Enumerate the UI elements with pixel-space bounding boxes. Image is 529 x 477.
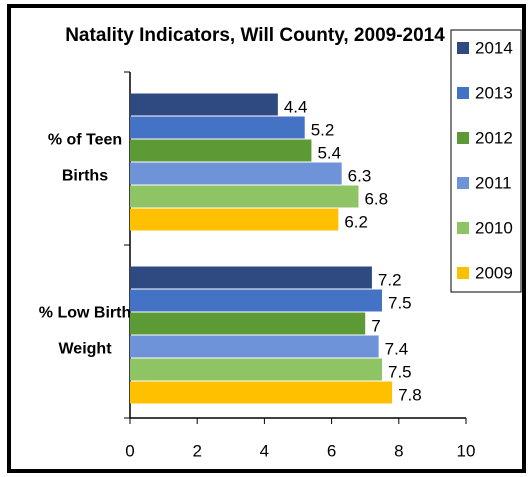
bar — [130, 266, 372, 289]
category-label: % of Teen Births — [48, 132, 122, 185]
data-label: 4.4 — [284, 97, 308, 116]
x-tick-label: 4 — [260, 441, 269, 460]
bar — [130, 381, 393, 404]
bar — [130, 335, 379, 358]
category-label-line: % Low Birth — [39, 305, 131, 322]
legend-label: 2012 — [475, 128, 513, 147]
data-label: 7.2 — [378, 270, 402, 289]
x-tick-label: 8 — [394, 441, 403, 460]
data-label: 7.8 — [398, 385, 422, 404]
legend-label: 2013 — [475, 83, 513, 102]
data-label: 7.5 — [388, 293, 412, 312]
legend-box — [450, 29, 522, 293]
bar — [130, 185, 359, 208]
legend-swatch — [457, 132, 469, 144]
legend-label: 2011 — [475, 173, 512, 192]
x-tick-label: 0 — [125, 441, 134, 460]
x-tick-label: 2 — [192, 441, 201, 460]
bar — [130, 139, 312, 162]
category-label-line: Births — [62, 168, 108, 185]
bar — [130, 358, 382, 381]
data-label: 7.5 — [388, 362, 412, 381]
bar — [130, 312, 366, 335]
data-label: 6.8 — [364, 189, 388, 208]
legend-swatch — [457, 222, 469, 234]
category-label: % Low Birth Weight — [39, 305, 131, 358]
bar — [130, 208, 339, 231]
bar — [130, 116, 305, 139]
category-label-line: % of Teen — [48, 132, 122, 149]
legend-swatch — [457, 177, 469, 189]
x-tick-label: 10 — [457, 441, 476, 460]
bar — [130, 93, 278, 116]
data-label: 6.3 — [348, 166, 372, 185]
legend-label: 2010 — [475, 218, 513, 237]
legend-label: 2014 — [475, 38, 513, 57]
category-label-line: Weight — [58, 341, 112, 358]
data-label: 5.2 — [311, 120, 335, 139]
bar — [130, 289, 382, 312]
x-tick-label: 6 — [327, 441, 336, 460]
legend-swatch — [457, 87, 469, 99]
legend-label: 2009 — [475, 263, 513, 282]
data-label: 6.2 — [344, 212, 368, 231]
chart-title: Natality Indicators, Will County, 2009-2… — [65, 25, 445, 46]
legend-swatch — [457, 267, 469, 279]
data-label: 5.4 — [317, 143, 341, 162]
legend-swatch — [457, 42, 469, 54]
data-label: 7 — [371, 316, 380, 335]
bar — [130, 162, 342, 185]
data-label: 7.4 — [385, 339, 409, 358]
